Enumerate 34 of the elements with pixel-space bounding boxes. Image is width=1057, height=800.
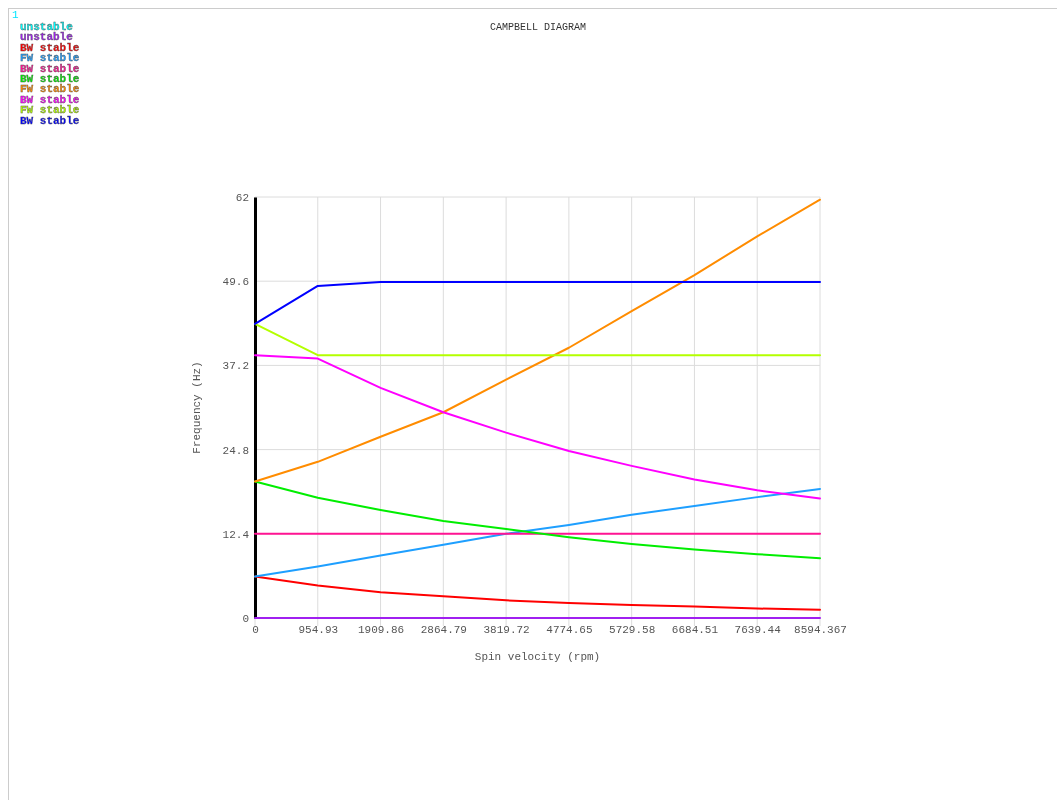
text: FW stable xyxy=(20,52,80,65)
line-series xyxy=(254,354,821,500)
legend-label: unstable xyxy=(20,21,74,33)
x-tick-label: 3819.72 xyxy=(483,624,530,637)
text: FW stable xyxy=(20,104,80,117)
y-tick-label: 24.8 xyxy=(222,444,249,457)
x-tick-label: 7639.44 xyxy=(734,624,782,637)
text: 1 xyxy=(12,9,19,21)
text: BW stable xyxy=(20,41,80,54)
line-series xyxy=(254,487,821,578)
text: BW stable xyxy=(20,62,80,75)
x-tick-label: 6684.51 xyxy=(671,624,719,637)
x-tick-label: 4774.65 xyxy=(546,624,593,637)
y-axis-title: Frequency (Hz) xyxy=(191,361,203,454)
y-tick-label: 37.2 xyxy=(222,360,249,373)
text: unstable xyxy=(20,31,74,44)
chart-title: CAMPBELL DIAGRAM xyxy=(489,22,587,33)
y-tick-label: 12.4 xyxy=(222,528,250,541)
x-axis-title: Spin velocity (rpm) xyxy=(474,651,601,663)
text: BW stable xyxy=(20,73,80,85)
x-tick-label: 1909.86 xyxy=(357,624,405,637)
y-tick-label: 49.6 xyxy=(222,276,249,289)
x-tick-label: 0 xyxy=(252,624,259,637)
text: FW stable xyxy=(20,83,80,96)
line-series xyxy=(254,480,821,560)
x-tick-label: 5729.58 xyxy=(609,624,656,637)
x-tick-label: 2864.79 xyxy=(420,624,467,637)
x-tick-label: 954.93 xyxy=(298,624,339,637)
x-tick-label: 8594.367 xyxy=(794,624,847,637)
y-tick-label: 0 xyxy=(242,613,249,626)
text: BW stable xyxy=(20,114,80,127)
text: BW stable xyxy=(20,93,80,106)
line-series xyxy=(254,575,821,611)
y-tick-label: 62 xyxy=(235,192,249,205)
